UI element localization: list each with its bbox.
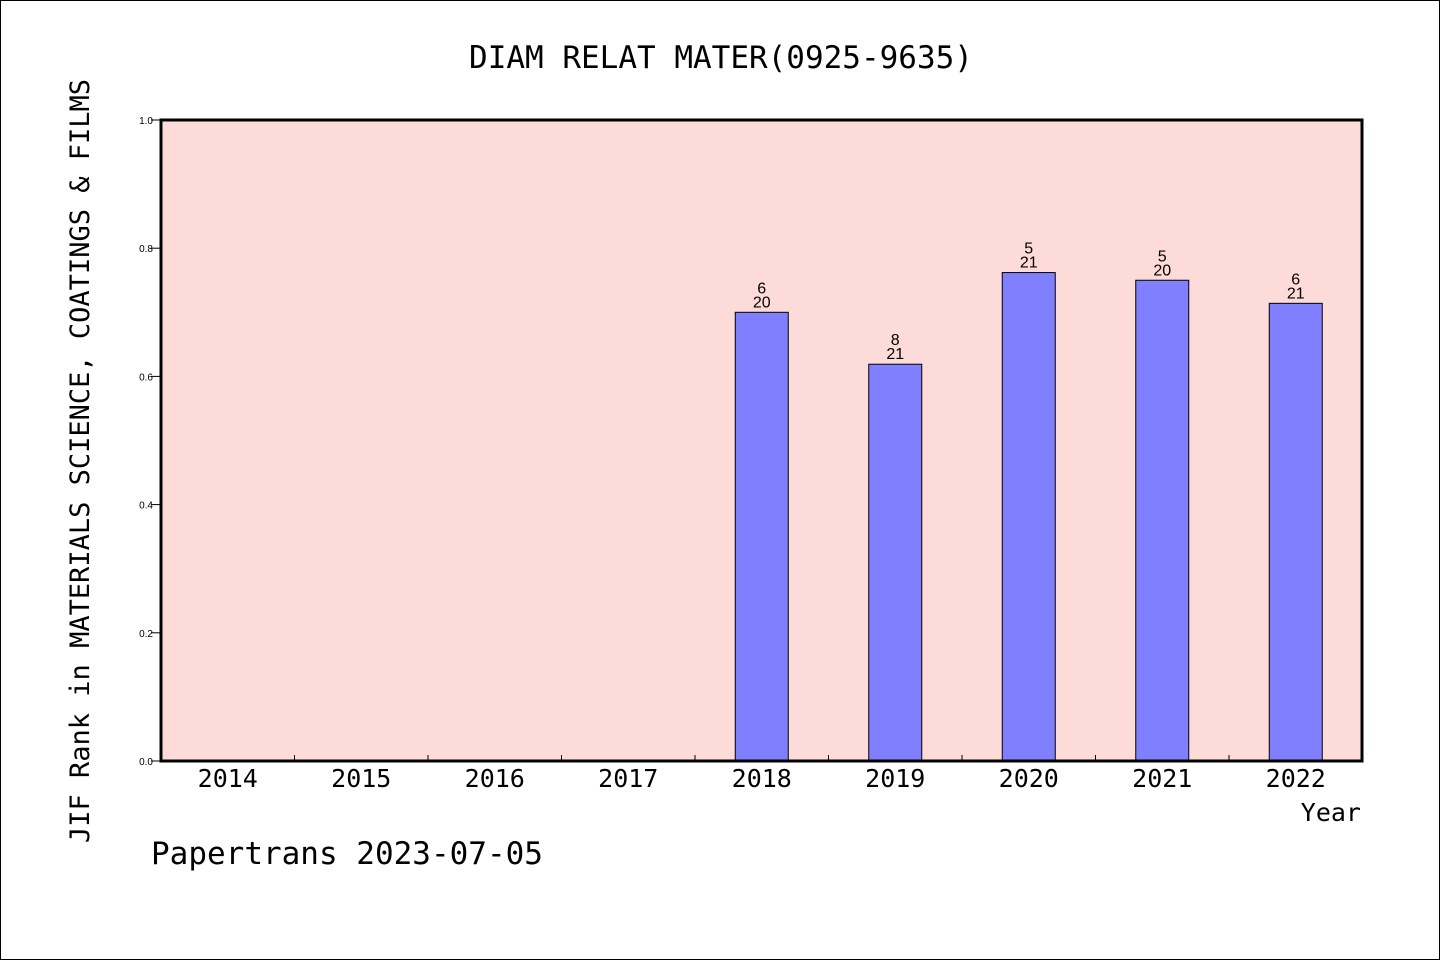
x-tick-label: 2014 bbox=[198, 764, 258, 793]
plot-frame bbox=[159, 118, 1364, 763]
footer-credit: Papertrans 2023-07-05 bbox=[151, 836, 543, 872]
bar-rank-label: 6 bbox=[1291, 271, 1300, 288]
y-tick-label: 0.0 bbox=[139, 757, 153, 768]
bar-total-label: 20 bbox=[753, 294, 771, 311]
bar-total-label: 21 bbox=[886, 346, 904, 363]
bar-rank-label: 8 bbox=[891, 332, 900, 349]
bar-total-label: 21 bbox=[1020, 255, 1038, 272]
y-tick-label: 1.0 bbox=[139, 116, 153, 127]
x-tick-label: 2022 bbox=[1266, 764, 1326, 793]
bar bbox=[1001, 272, 1056, 762]
y-axis-label: JIF Rank in MATERIALS SCIENCE, COATINGS … bbox=[65, 79, 96, 843]
x-tick-label: 2016 bbox=[465, 764, 525, 793]
chart-title: DIAM RELAT MATER(0925-9635) bbox=[469, 40, 973, 76]
x-tick-label: 2015 bbox=[331, 764, 391, 793]
bar bbox=[734, 311, 789, 762]
bar-total-label: 20 bbox=[1153, 262, 1171, 279]
x-tick-label: 2018 bbox=[732, 764, 792, 793]
y-tick-label: 0.4 bbox=[139, 501, 153, 512]
y-tick-label: 0.8 bbox=[139, 244, 153, 255]
bar bbox=[1135, 279, 1190, 762]
bar bbox=[1268, 302, 1323, 762]
x-axis-label: Year bbox=[1301, 798, 1361, 827]
y-tick-label: 0.2 bbox=[139, 629, 153, 640]
x-tick-label: 2021 bbox=[1132, 764, 1192, 793]
bar bbox=[868, 363, 923, 762]
x-tick-label: 2017 bbox=[598, 764, 658, 793]
bar-rank-label: 5 bbox=[1158, 248, 1167, 265]
bar-group bbox=[734, 272, 1323, 762]
x-tick-label: 2020 bbox=[999, 764, 1059, 793]
x-label-group: 2014 2015 2016 2017 2018 2019 2020 2021 2022 bbox=[198, 764, 1326, 793]
bar-rank-label: 5 bbox=[1024, 241, 1033, 258]
bar-rank-label: 6 bbox=[757, 280, 766, 297]
y-tick-group: 0.0 0.2 0.4 0.6 0.8 1.0 bbox=[139, 116, 161, 768]
bar-total-label: 21 bbox=[1287, 285, 1305, 302]
x-tick-label: 2019 bbox=[865, 764, 925, 793]
y-tick-label: 0.6 bbox=[139, 372, 153, 383]
